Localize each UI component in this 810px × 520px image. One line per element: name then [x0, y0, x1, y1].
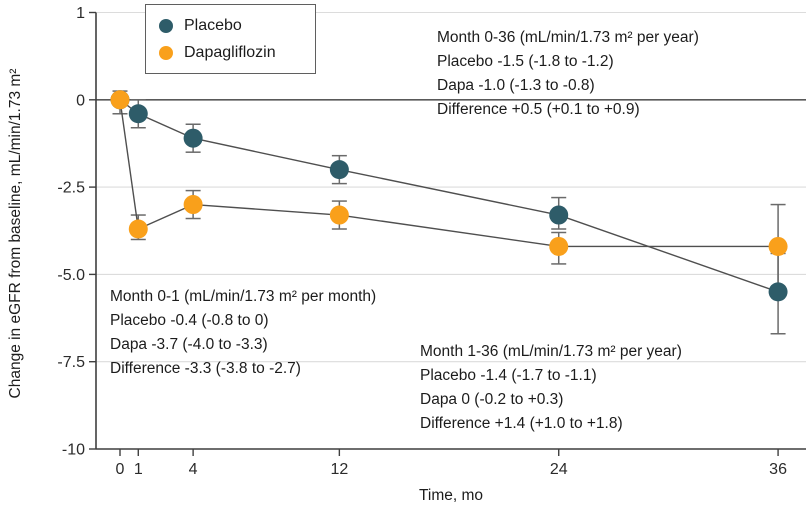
legend-label-placebo: Placebo: [184, 16, 242, 34]
y-tick-label: -7.5: [57, 354, 85, 371]
x-tick-label: 4: [189, 461, 198, 478]
data-point-dapagliflozin: [183, 195, 203, 215]
data-point-placebo: [549, 205, 569, 225]
legend-item-placebo: Placebo: [159, 12, 315, 39]
y-tick-label: -10: [62, 442, 85, 459]
series-line-dapagliflozin: [119, 99, 779, 248]
data-point-dapagliflozin: [128, 219, 148, 239]
annotation-line: Dapa -3.7 (-4.0 to -3.3): [110, 336, 268, 353]
dapagliflozin-marker-icon: [159, 45, 173, 60]
data-point-dapagliflozin: [768, 236, 788, 256]
data-point-placebo: [128, 104, 148, 124]
annotation-line: Month 1-36 (mL/min/1.73 m² per year): [420, 343, 682, 360]
annotation-line: Difference +1.4 (+1.0 to +1.8): [420, 415, 623, 432]
legend: Placebo Dapagliflozin: [145, 4, 316, 74]
annotation-line: Dapa 0 (-0.2 to +0.3): [420, 391, 564, 408]
series-line-placebo: [119, 99, 779, 293]
x-tick-label: 1: [134, 461, 143, 478]
annotation-line: Difference +0.5 (+0.1 to +0.9): [437, 101, 640, 118]
x-tick-label: 0: [116, 461, 125, 478]
data-point-placebo: [183, 128, 203, 148]
x-tick-label: 24: [550, 461, 568, 478]
data-point-placebo: [329, 160, 349, 180]
annotation-line: Placebo -1.5 (-1.8 to -1.2): [437, 53, 614, 70]
legend-item-dapagliflozin: Dapagliflozin: [159, 39, 315, 66]
annotation-line: Dapa -1.0 (-1.3 to -0.8): [437, 77, 595, 94]
y-tick-label: 1: [76, 5, 85, 22]
data-point-dapagliflozin: [549, 236, 569, 256]
data-point-placebo: [768, 282, 788, 302]
x-tick-label: 12: [330, 461, 348, 478]
annotation-line: Month 0-1 (mL/min/1.73 m² per month): [110, 288, 377, 305]
x-tick-label: 36: [769, 461, 787, 478]
data-point-dapagliflozin: [110, 90, 130, 110]
annotation-month-0-1: Month 0-1 (mL/min/1.73 m² per month) Pla…: [110, 285, 376, 381]
annotation-month-0-36: Month 0-36 (mL/min/1.73 m² per year) Pla…: [437, 26, 699, 122]
annotation-line: Difference -3.3 (-3.8 to -2.7): [110, 360, 301, 377]
data-point-dapagliflozin: [329, 205, 349, 225]
legend-label-dapagliflozin: Dapagliflozin: [184, 43, 276, 61]
y-tick-label: -5.0: [57, 267, 85, 284]
annotation-line: Placebo -1.4 (-1.7 to -1.1): [420, 367, 597, 384]
placebo-marker-icon: [159, 18, 173, 33]
x-axis-title: Time, mo: [418, 487, 483, 504]
annotation-month-1-36: Month 1-36 (mL/min/1.73 m² per year) Pla…: [420, 340, 682, 436]
y-axis-title: Change in eGFR from baseline, mL/min/1.7…: [7, 68, 24, 399]
annotation-line: Placebo -0.4 (-0.8 to 0): [110, 312, 269, 329]
y-tick-label: 0: [76, 92, 85, 109]
annotation-line: Month 0-36 (mL/min/1.73 m² per year): [437, 29, 699, 46]
y-tick-label: -2.5: [57, 180, 85, 197]
